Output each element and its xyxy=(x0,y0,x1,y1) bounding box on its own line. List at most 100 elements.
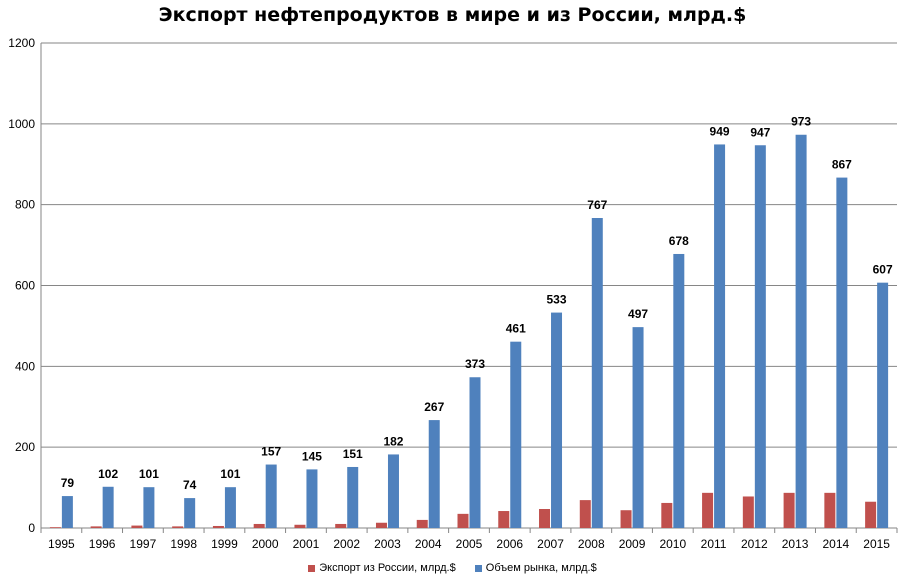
bar-market-volume xyxy=(714,144,726,528)
x-tick-label: 2002 xyxy=(333,537,360,551)
x-tick-label: 1996 xyxy=(89,537,116,551)
bar-russia-export xyxy=(253,523,265,528)
x-tick-label: 2013 xyxy=(782,537,809,551)
bar-market-volume xyxy=(877,282,889,528)
legend-item-market: Объем рынка, млрд.$ xyxy=(474,562,597,574)
bar-russia-export xyxy=(783,492,795,528)
x-tick-label: 2011 xyxy=(701,537,727,551)
data-label: 973 xyxy=(791,115,811,129)
bar-market-volume xyxy=(428,420,440,528)
y-tick-label: 200 xyxy=(15,440,35,454)
x-tick-label: 2005 xyxy=(456,537,483,551)
data-label: 79 xyxy=(61,476,75,490)
bar-market-volume xyxy=(510,341,522,528)
bar-russia-export xyxy=(824,492,836,528)
bar-russia-export xyxy=(172,526,184,528)
legend-label-market: Объем рынка, млрд.$ xyxy=(485,562,597,574)
gridlines xyxy=(41,42,897,529)
data-labels: 79 102 101 74 101 157 145 151 182 267 373 461 533 767… xyxy=(61,115,893,492)
bar-russia-export xyxy=(539,509,551,528)
bar-market-volume xyxy=(795,134,807,528)
x-tick-label: 2012 xyxy=(741,537,768,551)
bar-market-volume xyxy=(306,469,318,528)
bar-market-volume xyxy=(632,327,644,528)
data-label: 678 xyxy=(669,234,689,248)
data-label: 607 xyxy=(873,263,893,277)
x-tick-label: 2009 xyxy=(619,537,646,551)
data-label: 767 xyxy=(587,198,607,212)
legend-label-russia: Экспорт из России, млрд.$ xyxy=(319,562,456,574)
bar-market-volume xyxy=(224,487,236,528)
bar-market-volume xyxy=(347,466,359,528)
data-label: 947 xyxy=(750,125,770,139)
y-tick-label: 600 xyxy=(15,279,35,293)
x-tick-label: 1997 xyxy=(130,537,157,551)
bar-market-volume xyxy=(469,377,481,528)
y-tick-label: 1000 xyxy=(8,117,35,131)
bar-market-volume xyxy=(551,312,563,528)
legend-item-russia: Экспорт из России, млрд.$ xyxy=(308,562,456,574)
data-label: 461 xyxy=(506,322,526,336)
bar-russia-export xyxy=(131,525,143,528)
bar-market-volume xyxy=(265,464,277,528)
bar-russia-export xyxy=(620,510,632,528)
x-tick-label: 1999 xyxy=(211,537,238,551)
x-tick-label: 2007 xyxy=(537,537,564,551)
y-tick-label: 400 xyxy=(15,359,35,373)
bars xyxy=(49,134,889,529)
legend-swatch-market xyxy=(474,564,482,572)
bar-russia-export xyxy=(416,519,428,528)
data-label: 101 xyxy=(139,467,159,481)
bar-market-volume xyxy=(61,496,73,528)
data-label: 102 xyxy=(98,467,118,481)
bar-russia-export xyxy=(457,513,469,528)
bar-market-volume xyxy=(184,498,196,528)
x-tick-label: 2015 xyxy=(863,537,890,551)
bar-russia-export xyxy=(212,525,224,528)
x-tick-label: 2001 xyxy=(293,537,320,551)
x-tick-label: 2006 xyxy=(496,537,523,551)
bar-russia-export xyxy=(335,523,347,528)
legend-swatch-russia xyxy=(308,564,316,572)
bar-market-volume xyxy=(673,253,685,528)
y-tick-label: 1200 xyxy=(8,36,35,50)
data-label: 182 xyxy=(383,434,403,448)
bar-market-volume xyxy=(102,486,114,528)
data-label: 867 xyxy=(832,158,852,172)
bar-market-volume xyxy=(754,145,766,529)
data-label: 949 xyxy=(710,124,730,138)
axes: 0 200 400 600 800 1000 1200 1995 1996 1997 1998 199… xyxy=(8,36,898,551)
bar-market-volume xyxy=(836,177,848,528)
y-tick-label: 0 xyxy=(28,521,35,535)
bar-market-volume xyxy=(143,487,155,528)
data-label: 157 xyxy=(261,445,281,459)
data-label: 101 xyxy=(220,467,240,481)
x-tick-label: 2000 xyxy=(252,537,279,551)
bar-russia-export xyxy=(579,500,591,528)
bar-russia-export xyxy=(702,492,714,528)
x-tick-label: 1995 xyxy=(48,537,75,551)
bar-market-volume xyxy=(591,218,603,529)
bar-russia-export xyxy=(865,501,877,528)
bar-russia-export xyxy=(90,526,102,528)
data-label: 267 xyxy=(424,400,444,414)
bar-market-volume xyxy=(387,454,399,528)
x-tick-label: 2008 xyxy=(578,537,605,551)
bar-russia-export xyxy=(49,527,61,528)
bar-russia-export xyxy=(375,522,387,528)
bar-russia-export xyxy=(661,502,673,528)
data-label: 373 xyxy=(465,357,485,371)
x-tick-label: 2004 xyxy=(415,537,442,551)
x-tick-label: 2010 xyxy=(659,537,686,551)
bar-russia-export xyxy=(742,496,754,528)
data-label: 145 xyxy=(302,449,322,463)
data-label: 533 xyxy=(547,293,567,307)
chart-title: Экспорт нефтепродуктов в мире и из Росси… xyxy=(158,4,747,26)
x-tick-label: 2003 xyxy=(374,537,401,551)
data-label: 74 xyxy=(183,478,197,492)
data-label: 151 xyxy=(343,447,363,461)
x-tick-label: 2014 xyxy=(823,537,850,551)
legend: Экспорт из России, млрд.$ Объем рынка, м… xyxy=(0,562,905,574)
y-tick-label: 800 xyxy=(15,198,35,212)
